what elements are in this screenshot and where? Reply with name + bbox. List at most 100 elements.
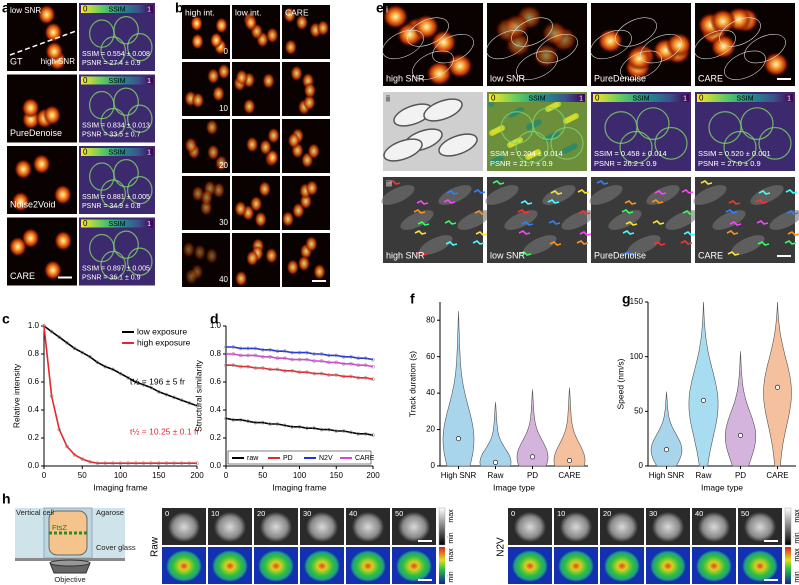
data-point [356, 363, 361, 368]
image-label: PureDenoise [10, 128, 62, 138]
data-point [334, 360, 339, 365]
colorbar-label: 1 [147, 221, 151, 228]
median-dot [774, 384, 780, 390]
data-point [297, 370, 302, 375]
data-point [126, 375, 130, 380]
panel-letter: f [410, 291, 415, 307]
frame-label: 10 [219, 104, 228, 113]
colorbar-label: SSIM [632, 95, 649, 102]
ssim-noise [572, 143, 578, 149]
cell-signal [267, 127, 280, 144]
row-label: ii [386, 93, 390, 103]
cell-outline [516, 50, 558, 80]
image-label: high SNR [41, 57, 75, 66]
data-point [65, 444, 69, 449]
y-tick-label: 20 [426, 425, 435, 434]
data-point [126, 461, 130, 466]
track [758, 190, 771, 195]
track [472, 240, 485, 245]
column-header: high int. [185, 7, 215, 17]
cell-signal [287, 132, 301, 149]
data-point [231, 352, 236, 356]
track-cell [457, 210, 491, 230]
track [517, 209, 530, 214]
track-cell [504, 210, 538, 230]
data-point [341, 354, 346, 359]
color-cell [166, 550, 202, 582]
y-axis-label: Structural similarity [193, 359, 203, 432]
cell-signal [763, 51, 790, 77]
data-point [268, 347, 272, 352]
data-point [319, 359, 324, 363]
track [729, 221, 742, 226]
cell-signal [191, 33, 204, 50]
track [621, 209, 634, 214]
cell-outline [113, 16, 139, 45]
frame-label: 40 [695, 509, 703, 518]
track [414, 230, 427, 235]
y-tick-label: 0.2 [28, 433, 40, 442]
cell-signal [503, 14, 530, 39]
cell-outline [113, 87, 139, 116]
color-cell [396, 550, 432, 582]
legend-label: low exposure [137, 326, 187, 336]
frame-label: 50 [395, 509, 403, 518]
cell-outline [719, 17, 761, 47]
frame-label: 50 [741, 509, 749, 518]
data-point [282, 423, 287, 428]
data-point [224, 352, 228, 356]
data-point [297, 350, 302, 355]
data-point [111, 461, 115, 466]
data-point [246, 419, 250, 424]
psnr-value: PSNR = 34.9 ± 0.8 [82, 203, 141, 210]
ssim-map [591, 92, 691, 171]
gray-cell [606, 512, 638, 542]
image-label: CARE [698, 73, 723, 83]
data-point [187, 401, 192, 405]
cell-signal [283, 6, 296, 24]
ssim-map [695, 92, 795, 171]
colorbar-label: max [794, 548, 799, 562]
cell-outline [694, 29, 736, 60]
cell-signal [206, 144, 220, 161]
track [474, 210, 487, 215]
color-cell [304, 550, 340, 582]
y-axis-label: Track duration (s) [407, 351, 417, 417]
cell-outline [100, 107, 126, 137]
cell-outline [723, 130, 757, 164]
median-dot [700, 397, 706, 403]
cell-outline [620, 50, 662, 80]
legend-label: CARE [355, 455, 375, 462]
violin [553, 387, 586, 467]
ssim-map [79, 74, 155, 143]
colorbar-label: max [448, 548, 455, 562]
psnr-value: PSNR = 36.1 ± 0.9 [82, 274, 141, 281]
data-point [179, 461, 184, 466]
y-tick-label: 1.0 [210, 321, 222, 330]
cell-signal [262, 72, 275, 89]
x-tick-label: 0 [224, 471, 229, 480]
frame-label: 30 [303, 509, 311, 518]
track [700, 180, 713, 185]
track-cell [712, 210, 746, 230]
colorbar-label: SSIM [108, 149, 125, 156]
ssim-noise [535, 149, 541, 155]
data-point [80, 350, 85, 355]
panel-letter: h [2, 491, 11, 507]
data-point [195, 403, 199, 408]
y-tick-label: 50 [634, 406, 643, 415]
violin [688, 301, 719, 467]
row-label: iii [386, 178, 392, 188]
colorbar-label: 0 [491, 94, 496, 103]
cell-outline [486, 29, 528, 60]
column-header: CARE [285, 7, 309, 17]
y-tick-label: 0.6 [28, 377, 40, 386]
data-point [260, 420, 265, 425]
cell-outline [758, 126, 792, 160]
cell-signal [307, 143, 321, 160]
cell-signal [185, 268, 198, 285]
cell-signal [259, 139, 272, 156]
cell-signal [244, 14, 258, 32]
x-tick-label: CARE [766, 471, 788, 480]
